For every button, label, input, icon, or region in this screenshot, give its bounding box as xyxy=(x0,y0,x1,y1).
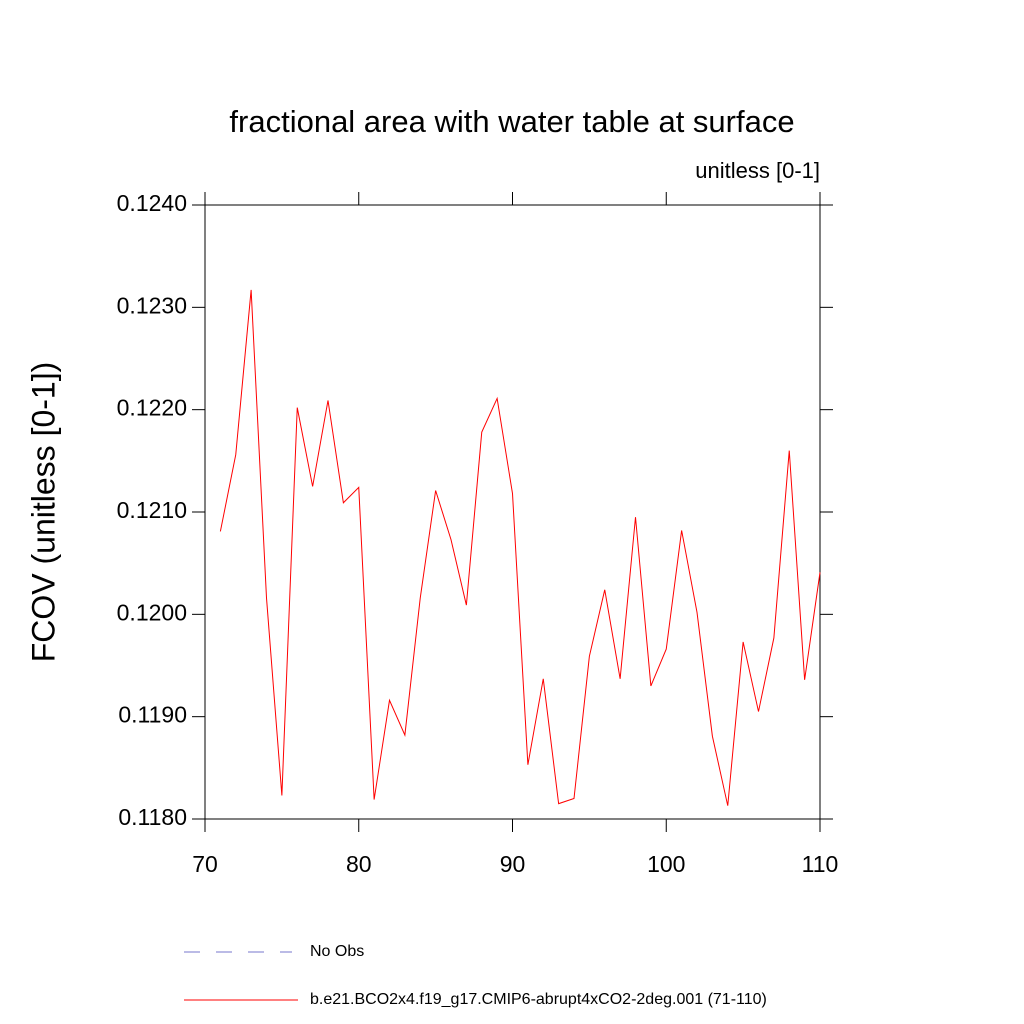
x-tick-label: 90 xyxy=(500,851,526,877)
legend-label: No Obs xyxy=(310,943,364,960)
x-tick-label: 110 xyxy=(802,851,839,877)
data-line xyxy=(219,289,821,806)
y-tick-label: 0.1230 xyxy=(117,292,187,318)
y-tick-label: 0.1210 xyxy=(117,497,187,523)
y-tick-label: 0.1200 xyxy=(117,599,187,625)
x-tick-label: 70 xyxy=(192,851,218,877)
y-tick-label: 0.1220 xyxy=(117,395,187,421)
legend-label: b.e21.BCO2x4.f19_g17.CMIP6-abrupt4xCO2-2… xyxy=(310,991,767,1008)
y-tick-label: 0.1190 xyxy=(118,702,187,728)
x-tick-label: 100 xyxy=(647,851,685,877)
y-tick-label: 0.1180 xyxy=(118,804,187,830)
x-tick-label: 80 xyxy=(346,851,372,877)
y-axis-label: FCOV (unitless [0-1]) xyxy=(25,362,61,663)
chart-subtitle: unitless [0-1] xyxy=(695,158,820,183)
chart-title: fractional area with water table at surf… xyxy=(229,104,794,139)
plot-frame xyxy=(204,204,821,820)
y-tick-label: 0.1240 xyxy=(117,190,187,216)
